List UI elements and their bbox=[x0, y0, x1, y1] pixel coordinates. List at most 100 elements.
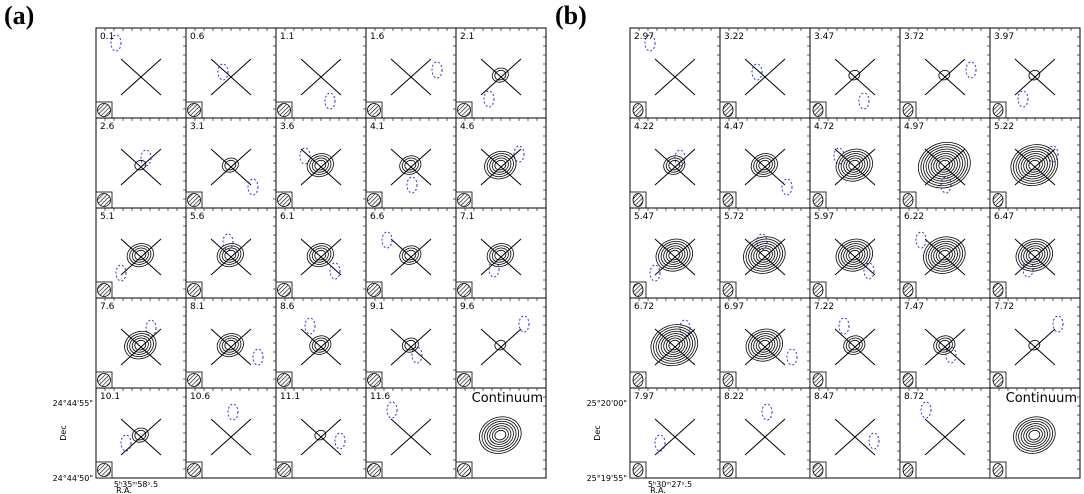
negative-contour bbox=[252, 348, 264, 366]
channel-map: 10.6 bbox=[185, 387, 277, 479]
contour bbox=[134, 159, 147, 171]
contour bbox=[1028, 339, 1041, 351]
contour bbox=[134, 339, 147, 351]
beam bbox=[367, 283, 381, 297]
contour bbox=[401, 247, 419, 263]
cross bbox=[744, 328, 786, 366]
negative-contour bbox=[786, 348, 798, 366]
dec-tick-label: 24°44'55" bbox=[53, 399, 93, 408]
channel-map: 8.6 bbox=[275, 297, 367, 389]
beam bbox=[367, 193, 381, 207]
negative-contour bbox=[781, 178, 793, 196]
channel-label: 10.1 bbox=[100, 392, 120, 402]
contour bbox=[224, 159, 237, 171]
negative-contour bbox=[120, 434, 132, 452]
contour bbox=[843, 155, 866, 175]
channel-label: 1.6 bbox=[370, 32, 385, 42]
contour bbox=[848, 159, 861, 171]
contour bbox=[758, 159, 771, 171]
contour bbox=[131, 337, 149, 353]
beam bbox=[367, 463, 381, 477]
channel-label: 5.6 bbox=[190, 212, 205, 222]
contour bbox=[1018, 420, 1051, 450]
beam bbox=[457, 193, 471, 207]
contour bbox=[920, 144, 969, 187]
beam bbox=[97, 283, 111, 297]
channel-map: 3.72 bbox=[899, 27, 991, 119]
channel-map: 4.6 bbox=[455, 117, 547, 209]
channel-map: 2.97 bbox=[629, 27, 721, 119]
channel-label: 4.47 bbox=[724, 122, 744, 132]
negative-contour bbox=[217, 63, 229, 81]
negative-contour bbox=[110, 34, 122, 52]
contour bbox=[486, 153, 514, 178]
contour bbox=[1025, 427, 1043, 443]
contour bbox=[838, 150, 871, 180]
contour bbox=[840, 153, 868, 178]
channel-map: 1.6 bbox=[365, 27, 457, 119]
contour bbox=[129, 245, 152, 265]
channel-label: 5.1 bbox=[100, 212, 114, 222]
channel-map: 2.1 bbox=[455, 27, 547, 119]
cross bbox=[654, 58, 696, 96]
contour bbox=[134, 249, 147, 261]
cross bbox=[300, 58, 342, 96]
channel-map: 0.1 bbox=[95, 27, 187, 119]
cross bbox=[744, 418, 786, 456]
channel-label: 8.47 bbox=[814, 392, 834, 402]
beam bbox=[812, 373, 824, 387]
negative-contour bbox=[304, 317, 316, 335]
cross bbox=[390, 418, 432, 456]
dec-axis-label: Dec bbox=[593, 425, 602, 440]
channel-label: 4.22 bbox=[634, 122, 654, 132]
contour bbox=[933, 245, 956, 265]
contour bbox=[658, 330, 691, 360]
contour bbox=[1018, 240, 1051, 270]
contour bbox=[491, 157, 509, 173]
channel-label: 4.97 bbox=[904, 122, 924, 132]
channel-label: 8.22 bbox=[724, 392, 744, 402]
cross bbox=[480, 58, 522, 96]
contour bbox=[743, 236, 786, 274]
negative-contour bbox=[145, 319, 157, 337]
cross bbox=[654, 328, 696, 366]
contour bbox=[928, 150, 961, 180]
channel-label: 0.1 bbox=[100, 32, 114, 42]
ra-tick-label: 5ʰ30ᵐ27ˢ.5 bbox=[648, 480, 692, 489]
channel-map: 4.1 bbox=[365, 117, 457, 209]
beam bbox=[902, 283, 914, 297]
contour bbox=[750, 333, 778, 358]
contour bbox=[404, 249, 417, 261]
panel-label: (a) bbox=[4, 1, 34, 30]
contour bbox=[489, 155, 512, 175]
beam bbox=[722, 463, 734, 477]
cross bbox=[924, 238, 966, 276]
contour bbox=[668, 339, 681, 351]
channel-map: 7.1 bbox=[455, 207, 547, 299]
cross bbox=[924, 418, 966, 456]
beam bbox=[457, 283, 471, 297]
cross bbox=[834, 238, 876, 276]
channel-map: 8.72 bbox=[899, 387, 991, 479]
contour bbox=[1028, 69, 1041, 81]
beam bbox=[97, 463, 111, 477]
beam bbox=[367, 373, 381, 387]
contour bbox=[221, 247, 239, 263]
channel-label: 7.47 bbox=[904, 302, 924, 312]
cross bbox=[300, 418, 342, 456]
cross bbox=[744, 58, 786, 96]
channel-label: 1.1 bbox=[280, 32, 294, 42]
negative-contour bbox=[838, 317, 850, 335]
channel-label: 9.6 bbox=[460, 302, 475, 312]
channel-map: 4.22 bbox=[629, 117, 721, 209]
negative-contour bbox=[324, 92, 336, 110]
channel-map: 4.72 bbox=[809, 117, 901, 209]
channel-label: 8.72 bbox=[904, 392, 924, 402]
channel-map: 5.72 bbox=[719, 207, 811, 299]
contour bbox=[486, 243, 514, 268]
channel-map: 7.22 bbox=[809, 297, 901, 389]
contour bbox=[124, 330, 157, 360]
channel-map: 7.47 bbox=[899, 297, 991, 389]
contour bbox=[930, 243, 958, 268]
beam bbox=[632, 283, 644, 297]
